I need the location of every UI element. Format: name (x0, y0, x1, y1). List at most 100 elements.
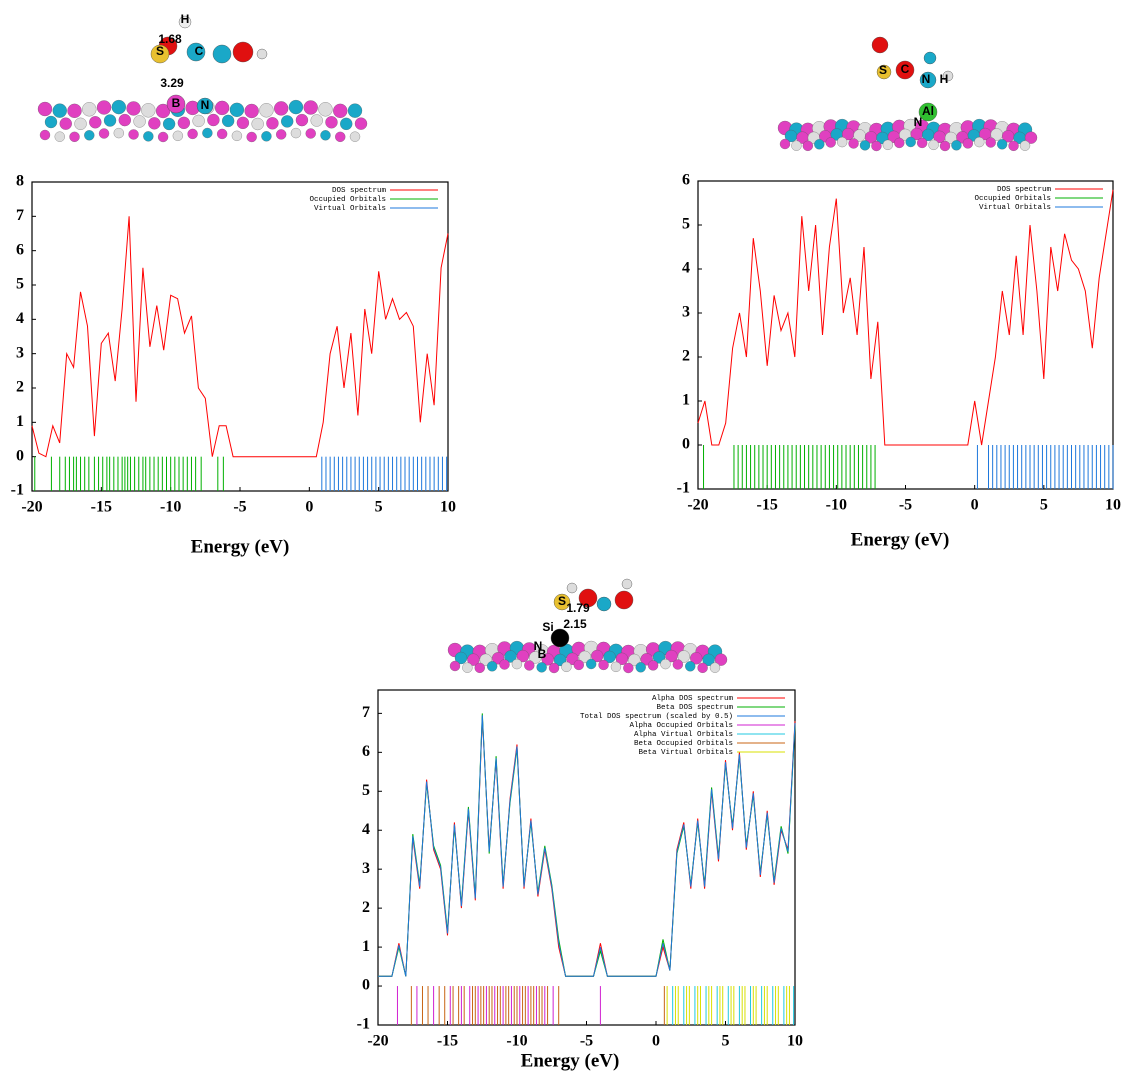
atom (512, 659, 522, 669)
atom (450, 661, 460, 671)
atom (163, 118, 175, 130)
x-tick-label: -15 (757, 497, 778, 514)
x-tick-label: 5 (375, 499, 383, 516)
annotation: H (181, 12, 190, 26)
atom (574, 660, 584, 670)
y-tick-label: 5 (682, 216, 690, 233)
atom (906, 137, 916, 147)
atom (320, 130, 330, 140)
atom (636, 662, 646, 672)
atom (860, 140, 870, 150)
legend-label: Beta Occupied Orbitals (634, 740, 733, 748)
molecule (448, 579, 727, 673)
atom (335, 132, 345, 142)
atom (230, 103, 244, 117)
atom (296, 114, 308, 126)
x-tick-label: -10 (160, 499, 181, 516)
annotation: C (195, 44, 204, 58)
atom (261, 131, 271, 141)
y-tick-label: 8 (16, 173, 24, 190)
atom (340, 118, 352, 130)
x-tick-label: -20 (367, 1033, 388, 1050)
atom (710, 663, 720, 673)
atom (348, 104, 362, 118)
atom (929, 140, 939, 150)
atom (289, 100, 303, 114)
y-tick-label: 2 (16, 379, 24, 396)
atom (60, 118, 72, 130)
atom (871, 141, 881, 151)
atom (615, 591, 633, 609)
atom (814, 139, 824, 149)
plot-frame (698, 181, 1113, 489)
atom (549, 663, 559, 673)
atom (462, 663, 472, 673)
y-tick-label: 1 (362, 938, 370, 955)
atom (660, 659, 670, 669)
legend-label: Beta Virtual Orbitals (638, 749, 733, 757)
atom (883, 140, 893, 150)
x-tick-label: 5 (722, 1033, 730, 1050)
annotation: N (922, 72, 931, 86)
y-tick-label: 6 (682, 172, 690, 189)
atom (924, 52, 936, 64)
atom (685, 661, 695, 671)
x-axis-label: Energy (eV) (191, 536, 290, 557)
atom (233, 42, 253, 62)
y-tick-label: 0 (682, 436, 690, 453)
x-tick-label: -15 (437, 1033, 458, 1050)
x-tick-label: -10 (826, 497, 847, 514)
atom (193, 115, 205, 127)
atom (1020, 141, 1030, 151)
legend-label: Alpha Occupied Orbitals (629, 722, 733, 730)
atom (623, 663, 633, 673)
atom (963, 138, 973, 148)
atom (586, 659, 596, 669)
atom (55, 132, 65, 142)
annotation: Al (922, 104, 934, 118)
dos-line (698, 190, 1113, 445)
atom (70, 132, 80, 142)
atom (791, 141, 801, 151)
y-tick-label: 6 (16, 241, 24, 258)
y-tick-label: 0 (16, 447, 24, 464)
atom (158, 132, 168, 142)
y-tick-label: 2 (682, 348, 690, 365)
atom (134, 115, 146, 127)
legend-label: Occupied Orbitals (974, 195, 1051, 203)
x-axis-label: Energy (eV) (521, 1050, 620, 1071)
atom (252, 118, 264, 130)
atom (487, 661, 497, 671)
atom (826, 137, 836, 147)
x-tick-label: -5 (899, 497, 912, 514)
atom (232, 131, 242, 141)
atom (45, 116, 57, 128)
x-tick-label: 0 (971, 497, 979, 514)
atom (611, 662, 621, 672)
annotation: 2.15 (563, 617, 587, 631)
atom (311, 114, 323, 126)
atom (217, 129, 227, 139)
annotation: 1.79 (566, 601, 590, 615)
legend-label: DOS spectrum (997, 186, 1052, 194)
atom (82, 102, 96, 116)
annotation: N (201, 98, 210, 112)
atom (567, 583, 577, 593)
atom (141, 103, 155, 117)
y-tick-label: -1 (11, 482, 24, 499)
annotation: B (172, 96, 181, 110)
legend-label: Alpha Virtual Orbitals (634, 731, 733, 739)
y-tick-label: 7 (362, 704, 370, 721)
atom (75, 118, 87, 130)
atom (274, 101, 288, 115)
annotation: S (558, 594, 566, 608)
x-tick-label: 10 (1105, 497, 1121, 514)
x-tick-label: 0 (305, 499, 313, 516)
y-tick-label: 1 (682, 392, 690, 409)
atom (872, 37, 888, 53)
x-tick-label: -5 (233, 499, 246, 516)
atom (940, 141, 950, 151)
atom (247, 132, 257, 142)
legend-label: Total DOS spectrum (scaled by 0.5) (580, 713, 733, 721)
y-tick-label: 7 (16, 207, 24, 224)
